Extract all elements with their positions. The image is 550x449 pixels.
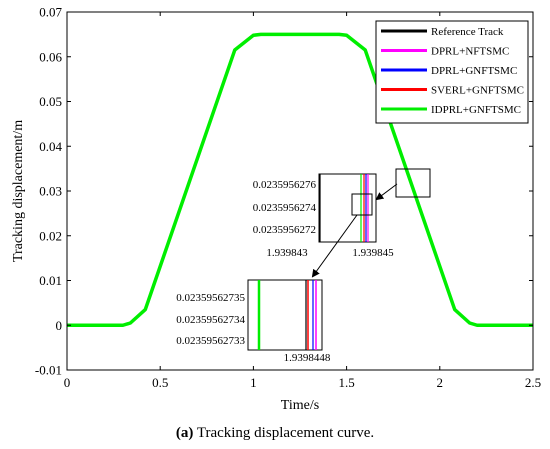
zoom1-xtick-1: 1.939843 [266,247,308,259]
zoom-arrow-2 [311,214,358,278]
x-tick-label: 2.5 [525,375,541,390]
x-tick-label: 1 [250,375,257,390]
zoom2-ytick-1: 0.02359562735 [176,292,245,304]
legend: Reference Track DPRL+NFTSMC DPRL+GNFTSMC SV… [375,20,529,124]
zoom1-ytick-2: 0.0235956274 [253,202,317,214]
legend-box [375,20,529,124]
figure-caption: (a) Tracking displacement curve. [176,425,374,441]
y-tick-label: 0 [56,318,63,333]
y-tick-label: 0.04 [39,139,62,154]
zoom1-ytick-3: 0.0235956272 [253,224,316,236]
y-tick-label: 0.01 [39,273,62,288]
zoom1-xtick-2: 1.939845 [352,247,394,259]
zoom1-marker-box [351,193,373,216]
legend-label: SVERL+GNFTSMC [431,85,524,97]
y-tick-label: -0.01 [35,363,62,378]
zoom-inset-1: 0.0235956276 0.0235956274 0.0235956272 1… [253,173,394,259]
caption-text: Tracking displacement curve. [193,425,374,441]
series-line-5 [67,32,533,327]
x-axis-label: Time/s [281,398,319,413]
y-tick-label: 0.06 [39,49,62,64]
legend-label: Reference Track [431,26,504,38]
x-tick-label: 0.5 [152,375,168,390]
x-ticks: 0 0.5 1 1.5 2 2.5 [64,12,541,390]
zoom-marker-box [395,168,431,198]
y-ticks: -0.01 0 0.01 0.02 0.03 0.04 0.05 0.06 0.07 [35,5,533,378]
zoom2-ytick-3: 0.02359562733 [176,335,245,347]
zoom2-frame [247,279,323,351]
legend-label: DPRL+NFTSMC [431,46,509,58]
zoom2-xtick-1: 1.9398448 [284,352,331,364]
legend-label: DPRL+GNFTSMC [431,65,517,77]
zoom1-ytick-1: 0.0235956276 [253,179,317,191]
y-axis-label: Tracking displacement/m [11,120,26,262]
legend-items: Reference Track DPRL+NFTSMC DPRL+GNFTSMC SV… [381,26,524,116]
x-tick-label: 1.5 [338,375,354,390]
x-tick-label: 0 [64,375,71,390]
curve-layer [67,32,533,327]
y-tick-label: 0.03 [39,184,62,199]
y-tick-label: 0.07 [39,5,62,20]
caption-label: (a) [176,425,194,441]
plot-frame [66,11,534,371]
legend-label: IDPRL+GNFTSMC [431,104,521,116]
zoom-arrow-1 [375,183,398,201]
zoom-inset-2: 0.02359562735 0.02359562734 0.0235956273… [176,279,331,364]
y-tick-label: 0.02 [39,228,62,243]
y-tick-label: 0.05 [39,94,62,109]
x-tick-label: 2 [437,375,444,390]
zoom2-ytick-2: 0.02359562734 [176,314,245,326]
